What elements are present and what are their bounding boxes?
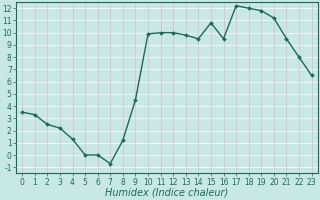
X-axis label: Humidex (Indice chaleur): Humidex (Indice chaleur) xyxy=(105,188,228,198)
